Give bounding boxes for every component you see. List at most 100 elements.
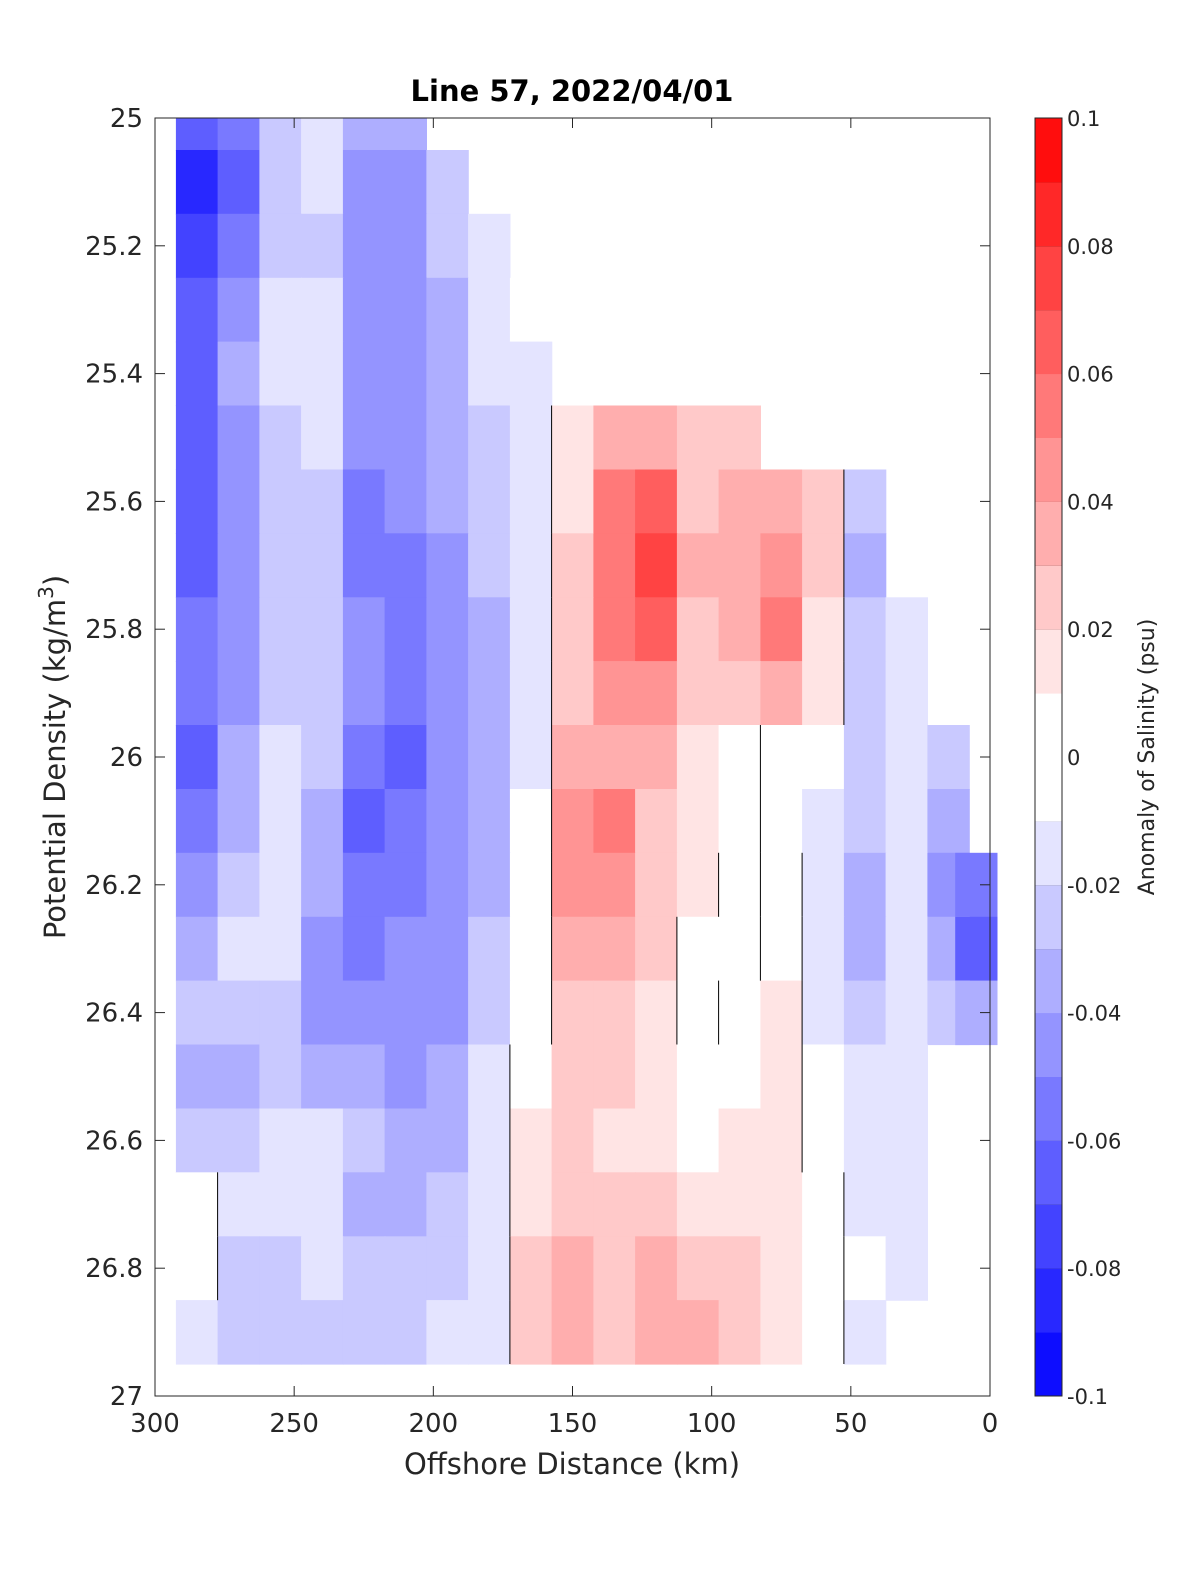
data-cell [384, 980, 427, 1046]
data-cell [301, 277, 344, 343]
data-cell [259, 1044, 302, 1109]
data-cell [259, 789, 302, 854]
colorbar-band [1035, 948, 1062, 1014]
data-cell [676, 661, 720, 726]
data-cell [342, 1044, 386, 1109]
data-cell [635, 789, 678, 854]
data-cell [259, 980, 302, 1046]
data-cell [217, 1300, 260, 1365]
data-cell [593, 980, 636, 1046]
data-cell [551, 852, 594, 918]
data-cell [635, 980, 678, 1046]
data-cell [843, 1108, 887, 1173]
y-axis-title: Potential Density (kg/m3) [34, 575, 72, 939]
data-cell [426, 1236, 469, 1301]
y-tick-label: 26.6 [85, 1126, 143, 1156]
data-cell [217, 1044, 260, 1109]
data-cell [843, 980, 887, 1046]
data-cell [593, 1108, 636, 1173]
data-cell [718, 916, 761, 982]
data-cell [551, 469, 594, 534]
colorbar: 0.1 0.08 0.06 0.04 0.02 0 -0.02 -0.04 -0.06 -0.08… [1034, 107, 1121, 1409]
data-cell [301, 150, 344, 215]
data-cell [802, 597, 845, 662]
data-cell [468, 1108, 511, 1173]
chart-title: Line 57, 2022/04/01 [411, 74, 734, 108]
colorbar-band [1035, 884, 1062, 950]
data-cell [509, 277, 553, 343]
colorbar-tick-label: 0.04 [1067, 490, 1114, 514]
data-cell [175, 597, 219, 662]
data-cell [802, 789, 845, 854]
data-cell [802, 725, 845, 790]
data-cell [676, 852, 720, 918]
colorbar-tick-label: -0.04 [1067, 1002, 1121, 1026]
colorbar-band [1035, 1204, 1062, 1269]
data-cell [676, 916, 720, 982]
data-cell [259, 1172, 302, 1237]
data-cell [955, 916, 998, 982]
data-cell [384, 1044, 427, 1109]
x-tick-label: 250 [269, 1409, 319, 1439]
data-cell [635, 469, 678, 534]
colorbar-band [1035, 1012, 1062, 1077]
colorbar-tick-label: 0.06 [1067, 363, 1114, 387]
data-cell [342, 789, 386, 854]
data-cell [468, 661, 511, 726]
data-cell [342, 725, 386, 790]
data-cell [426, 150, 469, 215]
data-cell [426, 213, 469, 279]
data-cell [342, 118, 386, 151]
data-cell [718, 597, 761, 662]
plot-area [175, 118, 998, 1365]
x-axis-title: Offshore Distance (km) [404, 1447, 740, 1481]
data-cell [426, 725, 469, 790]
data-cell [843, 1236, 887, 1301]
data-cell [217, 980, 260, 1046]
data-cell [342, 405, 386, 470]
data-cell [676, 1108, 720, 1173]
x-tick-label: 300 [130, 1409, 180, 1439]
data-cell [843, 1044, 887, 1109]
data-cell [718, 661, 761, 726]
data-cell [175, 789, 219, 854]
data-cell [843, 597, 887, 662]
data-cell [468, 1172, 511, 1237]
colorbar-band [1035, 1332, 1062, 1397]
data-cell [593, 1300, 636, 1365]
y-tick-label: 26.8 [85, 1254, 143, 1284]
y-tick-label: 25.8 [85, 615, 143, 645]
data-cell [802, 661, 845, 726]
data-cell [175, 118, 219, 151]
data-cell [593, 661, 636, 726]
x-tick-label: 50 [834, 1409, 867, 1439]
data-cell [509, 1172, 553, 1237]
data-cell [468, 405, 511, 470]
data-cell [760, 725, 803, 790]
data-cell [955, 980, 998, 1046]
data-cell [259, 1300, 302, 1365]
x-axis: 300 250 200 150 100 50 0 [130, 118, 998, 1439]
data-cell [509, 916, 553, 982]
data-cell [718, 1108, 761, 1173]
data-cell [676, 980, 720, 1046]
data-cell [635, 661, 678, 726]
data-cell [384, 1172, 427, 1237]
data-cell [217, 789, 260, 854]
data-cell [802, 980, 845, 1046]
y-axis-title-close: ) [38, 575, 72, 586]
data-cell [259, 405, 302, 470]
data-cell [342, 277, 386, 343]
data-cell [175, 1044, 219, 1109]
data-cell [509, 852, 553, 918]
data-cell [635, 1108, 678, 1173]
data-cell [301, 405, 344, 470]
data-cell [802, 469, 845, 534]
data-cell [175, 852, 219, 918]
data-cell [342, 1108, 386, 1173]
y-tick-label: 25.2 [85, 232, 143, 262]
data-cell [885, 1236, 928, 1301]
data-cell [509, 1044, 553, 1109]
data-cell [342, 852, 386, 918]
colorbar-tick-label: 0.08 [1067, 235, 1114, 259]
